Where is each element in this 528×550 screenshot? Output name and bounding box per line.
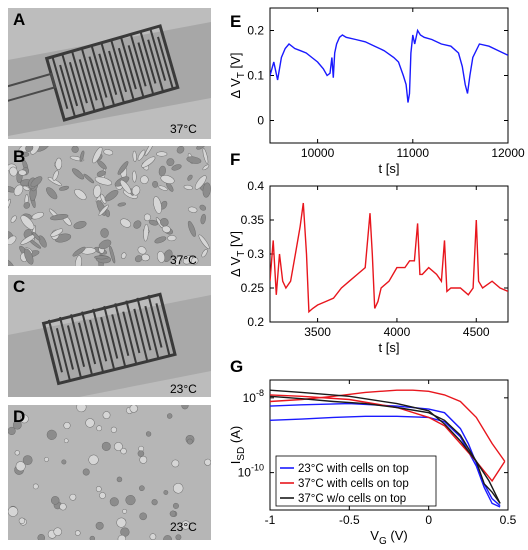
legend-entry: 37°C with cells on top	[298, 478, 409, 490]
y-tick-label: 0.1	[247, 69, 264, 83]
x-tick-label: 4500	[463, 325, 490, 339]
legend-box	[275, 455, 437, 507]
micrograph-b	[8, 146, 211, 266]
y-axis-label: ISD (A)	[228, 426, 247, 464]
chart-f: 3500 4000 4500 0.2 0.25 0.3 0.35 0.4 t [s] Δ VT […	[228, 179, 509, 355]
x-tick-label: 12000	[491, 146, 525, 160]
panel-label-d: D	[13, 407, 26, 426]
y-tick-label: 0.3	[247, 247, 264, 261]
series-line-f-0	[270, 202, 508, 314]
temperature-label-c: 23°C	[170, 382, 197, 396]
y-tick-label: 0.35	[241, 213, 265, 227]
y-tick-label: 0	[257, 114, 264, 128]
panel-label-g: G	[230, 357, 244, 376]
legend-entry: 37°C w/o cells on top	[298, 493, 406, 505]
x-tick-label: 0	[425, 513, 432, 527]
micrograph-d	[8, 405, 211, 540]
series-line-g-1	[270, 402, 501, 507]
x-tick-label: 4000	[384, 325, 411, 339]
y-axis-label: Δ VT [V]	[228, 53, 247, 99]
y-tick-label: 10-8	[243, 388, 264, 405]
series-line-g-4	[270, 395, 501, 504]
panel-label-a: A	[13, 10, 26, 29]
plot-frame	[269, 185, 509, 323]
series-line-e-0	[270, 28, 508, 103]
legend-entry: 23°C with cells on top	[298, 463, 409, 475]
series-line-g-0	[270, 415, 501, 508]
x-axis-label: t [s]	[379, 161, 400, 176]
series-line-g-3	[270, 394, 506, 483]
panel-label-b: B	[13, 147, 26, 166]
temperature-label-d: 23°C	[170, 520, 197, 534]
series-line-g-2	[270, 389, 506, 462]
y-axis-label: Δ VT [V]	[228, 231, 247, 277]
y-tick-label: 0.2	[247, 24, 264, 38]
interdigitated-electrode-image-c	[8, 275, 211, 397]
y-tick-label: 0.2	[247, 315, 264, 329]
temperature-label-b: 37°C	[170, 253, 197, 267]
plot-frame	[269, 379, 509, 511]
x-tick-label: -1	[265, 513, 276, 527]
cell-culture-image-b	[8, 146, 211, 266]
micrograph-a	[8, 8, 211, 139]
x-tick-label: 11000	[397, 146, 430, 160]
x-tick-label: 0.5	[500, 513, 517, 527]
y-tick-label: 0.25	[241, 281, 265, 295]
temperature-label-a: 37°C	[170, 122, 197, 136]
x-tick-label: -0.5	[339, 513, 360, 527]
cell-culture-image-d	[8, 405, 211, 540]
x-tick-label: 3500	[304, 325, 331, 339]
panel-label-f: F	[230, 150, 241, 169]
plot-frame	[269, 7, 509, 144]
y-tick-label: 0.4	[247, 179, 264, 193]
micrograph-c	[8, 275, 211, 397]
x-axis-label: VG (V)	[370, 528, 407, 547]
chart-e: 10000 11000 12000 0 0.1 0.2 t [s] Δ VT [V]	[228, 7, 525, 176]
interdigitated-electrode-image-a	[8, 8, 211, 139]
panel-label-e: E	[230, 12, 242, 31]
x-axis-label: t [s]	[379, 340, 400, 355]
series-line-g-5	[270, 389, 501, 504]
x-tick-label: 10000	[301, 146, 335, 160]
panel-label-c: C	[13, 277, 26, 296]
